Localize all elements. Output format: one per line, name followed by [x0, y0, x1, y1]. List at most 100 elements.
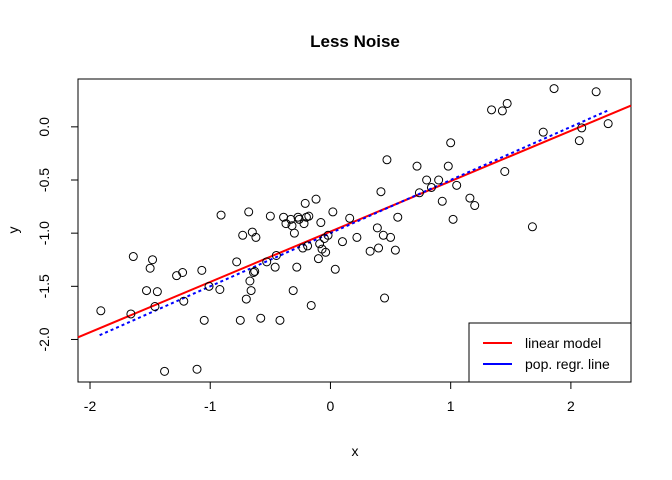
x-tick-label: 0: [327, 398, 335, 414]
data-point: [148, 255, 158, 265]
data-point: [250, 266, 260, 276]
data-point: [323, 230, 333, 240]
y-tick-label: -1.0: [36, 221, 52, 245]
data-point: [232, 257, 242, 267]
data-point: [380, 293, 390, 303]
data-point: [574, 136, 584, 146]
data-point: [262, 257, 272, 267]
data-point: [244, 207, 254, 217]
data-point: [414, 188, 424, 198]
data-point: [434, 175, 444, 185]
y-tick-label: 0.0: [36, 117, 52, 137]
data-point: [179, 296, 189, 306]
data-point: [465, 193, 475, 203]
data-point: [241, 294, 251, 304]
data-point: [500, 166, 510, 176]
data-point: [235, 315, 245, 325]
y-tick-label: -1.5: [36, 274, 52, 298]
x-tick-label: -2: [84, 398, 97, 414]
data-point: [96, 306, 106, 316]
data-point: [145, 263, 155, 273]
data-point: [271, 250, 281, 260]
data-point: [321, 247, 331, 257]
data-point: [150, 302, 160, 312]
y-tick-label: -2.0: [36, 327, 52, 351]
legend: linear model pop. regr. line: [468, 322, 632, 383]
data-point: [128, 252, 138, 262]
data-point: [303, 241, 313, 251]
data-point: [289, 228, 299, 238]
data-point: [374, 243, 384, 253]
regression-lines: [77, 104, 632, 339]
data-point: [245, 276, 255, 286]
data-point: [275, 315, 285, 325]
data-point: [246, 286, 256, 296]
data-point: [142, 286, 152, 296]
legend-box: [468, 322, 632, 383]
data-point: [178, 267, 188, 277]
data-point: [443, 161, 453, 171]
data-point: [265, 211, 275, 221]
data-point: [199, 315, 209, 325]
data-point: [316, 218, 326, 228]
data-point: [292, 262, 302, 272]
data-point: [328, 207, 338, 217]
data-point: [470, 201, 480, 211]
data-point: [422, 175, 432, 185]
chart-title: Less Noise: [310, 32, 400, 51]
data-point: [577, 123, 587, 133]
data-point: [315, 239, 325, 249]
data-point: [497, 106, 507, 116]
data-point: [304, 211, 314, 221]
data-point: [603, 119, 613, 129]
data-point: [215, 285, 225, 295]
data-point: [126, 309, 136, 319]
data-point: [152, 287, 162, 297]
data-point: [390, 245, 400, 255]
x-tick-label: 1: [447, 398, 455, 414]
y-axis-label: y: [5, 227, 21, 234]
data-point: [216, 210, 226, 220]
legend-label-linear-model: linear model: [525, 335, 601, 351]
data-point: [538, 127, 548, 137]
data-point: [345, 213, 355, 223]
line-linear-model: [77, 104, 632, 339]
data-point: [452, 180, 462, 190]
legend-label-pop-regr-line: pop. regr. line: [525, 356, 610, 372]
data-point: [288, 286, 298, 296]
data-point: [527, 222, 537, 232]
data-point: [300, 198, 310, 208]
data-point: [299, 219, 309, 229]
y-tick-label: -0.5: [36, 168, 52, 192]
data-point: [382, 155, 392, 165]
data-point: [313, 254, 323, 264]
data-point: [204, 281, 214, 291]
data-point: [172, 271, 182, 281]
data-point: [160, 366, 170, 376]
data-point: [393, 212, 403, 222]
data-point: [298, 243, 308, 253]
data-point: [549, 84, 559, 94]
x-axis: -2 -1 0 1 2: [84, 381, 575, 414]
line-pop-regr-line: [99, 109, 609, 337]
data-points: [96, 84, 613, 376]
data-point: [487, 105, 497, 115]
data-point: [197, 265, 207, 275]
x-tick-label: -1: [204, 398, 217, 414]
data-point: [502, 98, 512, 108]
x-tick-label: 2: [567, 398, 575, 414]
data-point: [426, 182, 436, 192]
data-point: [446, 138, 456, 148]
data-point: [437, 196, 447, 206]
data-point: [337, 237, 347, 247]
data-point: [270, 262, 280, 272]
y-axis: -2.0 -1.5 -1.0 -0.5 0.0: [36, 117, 79, 352]
data-point: [386, 232, 396, 242]
data-point: [412, 161, 422, 171]
data-point: [372, 223, 382, 233]
data-point: [311, 194, 321, 204]
data-point: [591, 87, 601, 97]
data-point: [238, 230, 248, 240]
data-point: [251, 232, 261, 242]
